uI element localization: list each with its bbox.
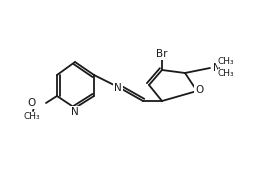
Text: O: O xyxy=(28,98,36,108)
Text: CH₃: CH₃ xyxy=(24,112,40,121)
Text: CH₃: CH₃ xyxy=(218,57,235,66)
Text: N: N xyxy=(71,107,79,117)
Text: Br: Br xyxy=(156,49,168,59)
Text: O: O xyxy=(195,85,203,95)
Text: CH₃: CH₃ xyxy=(218,69,235,78)
Text: N: N xyxy=(114,83,122,93)
Text: N: N xyxy=(213,63,221,73)
